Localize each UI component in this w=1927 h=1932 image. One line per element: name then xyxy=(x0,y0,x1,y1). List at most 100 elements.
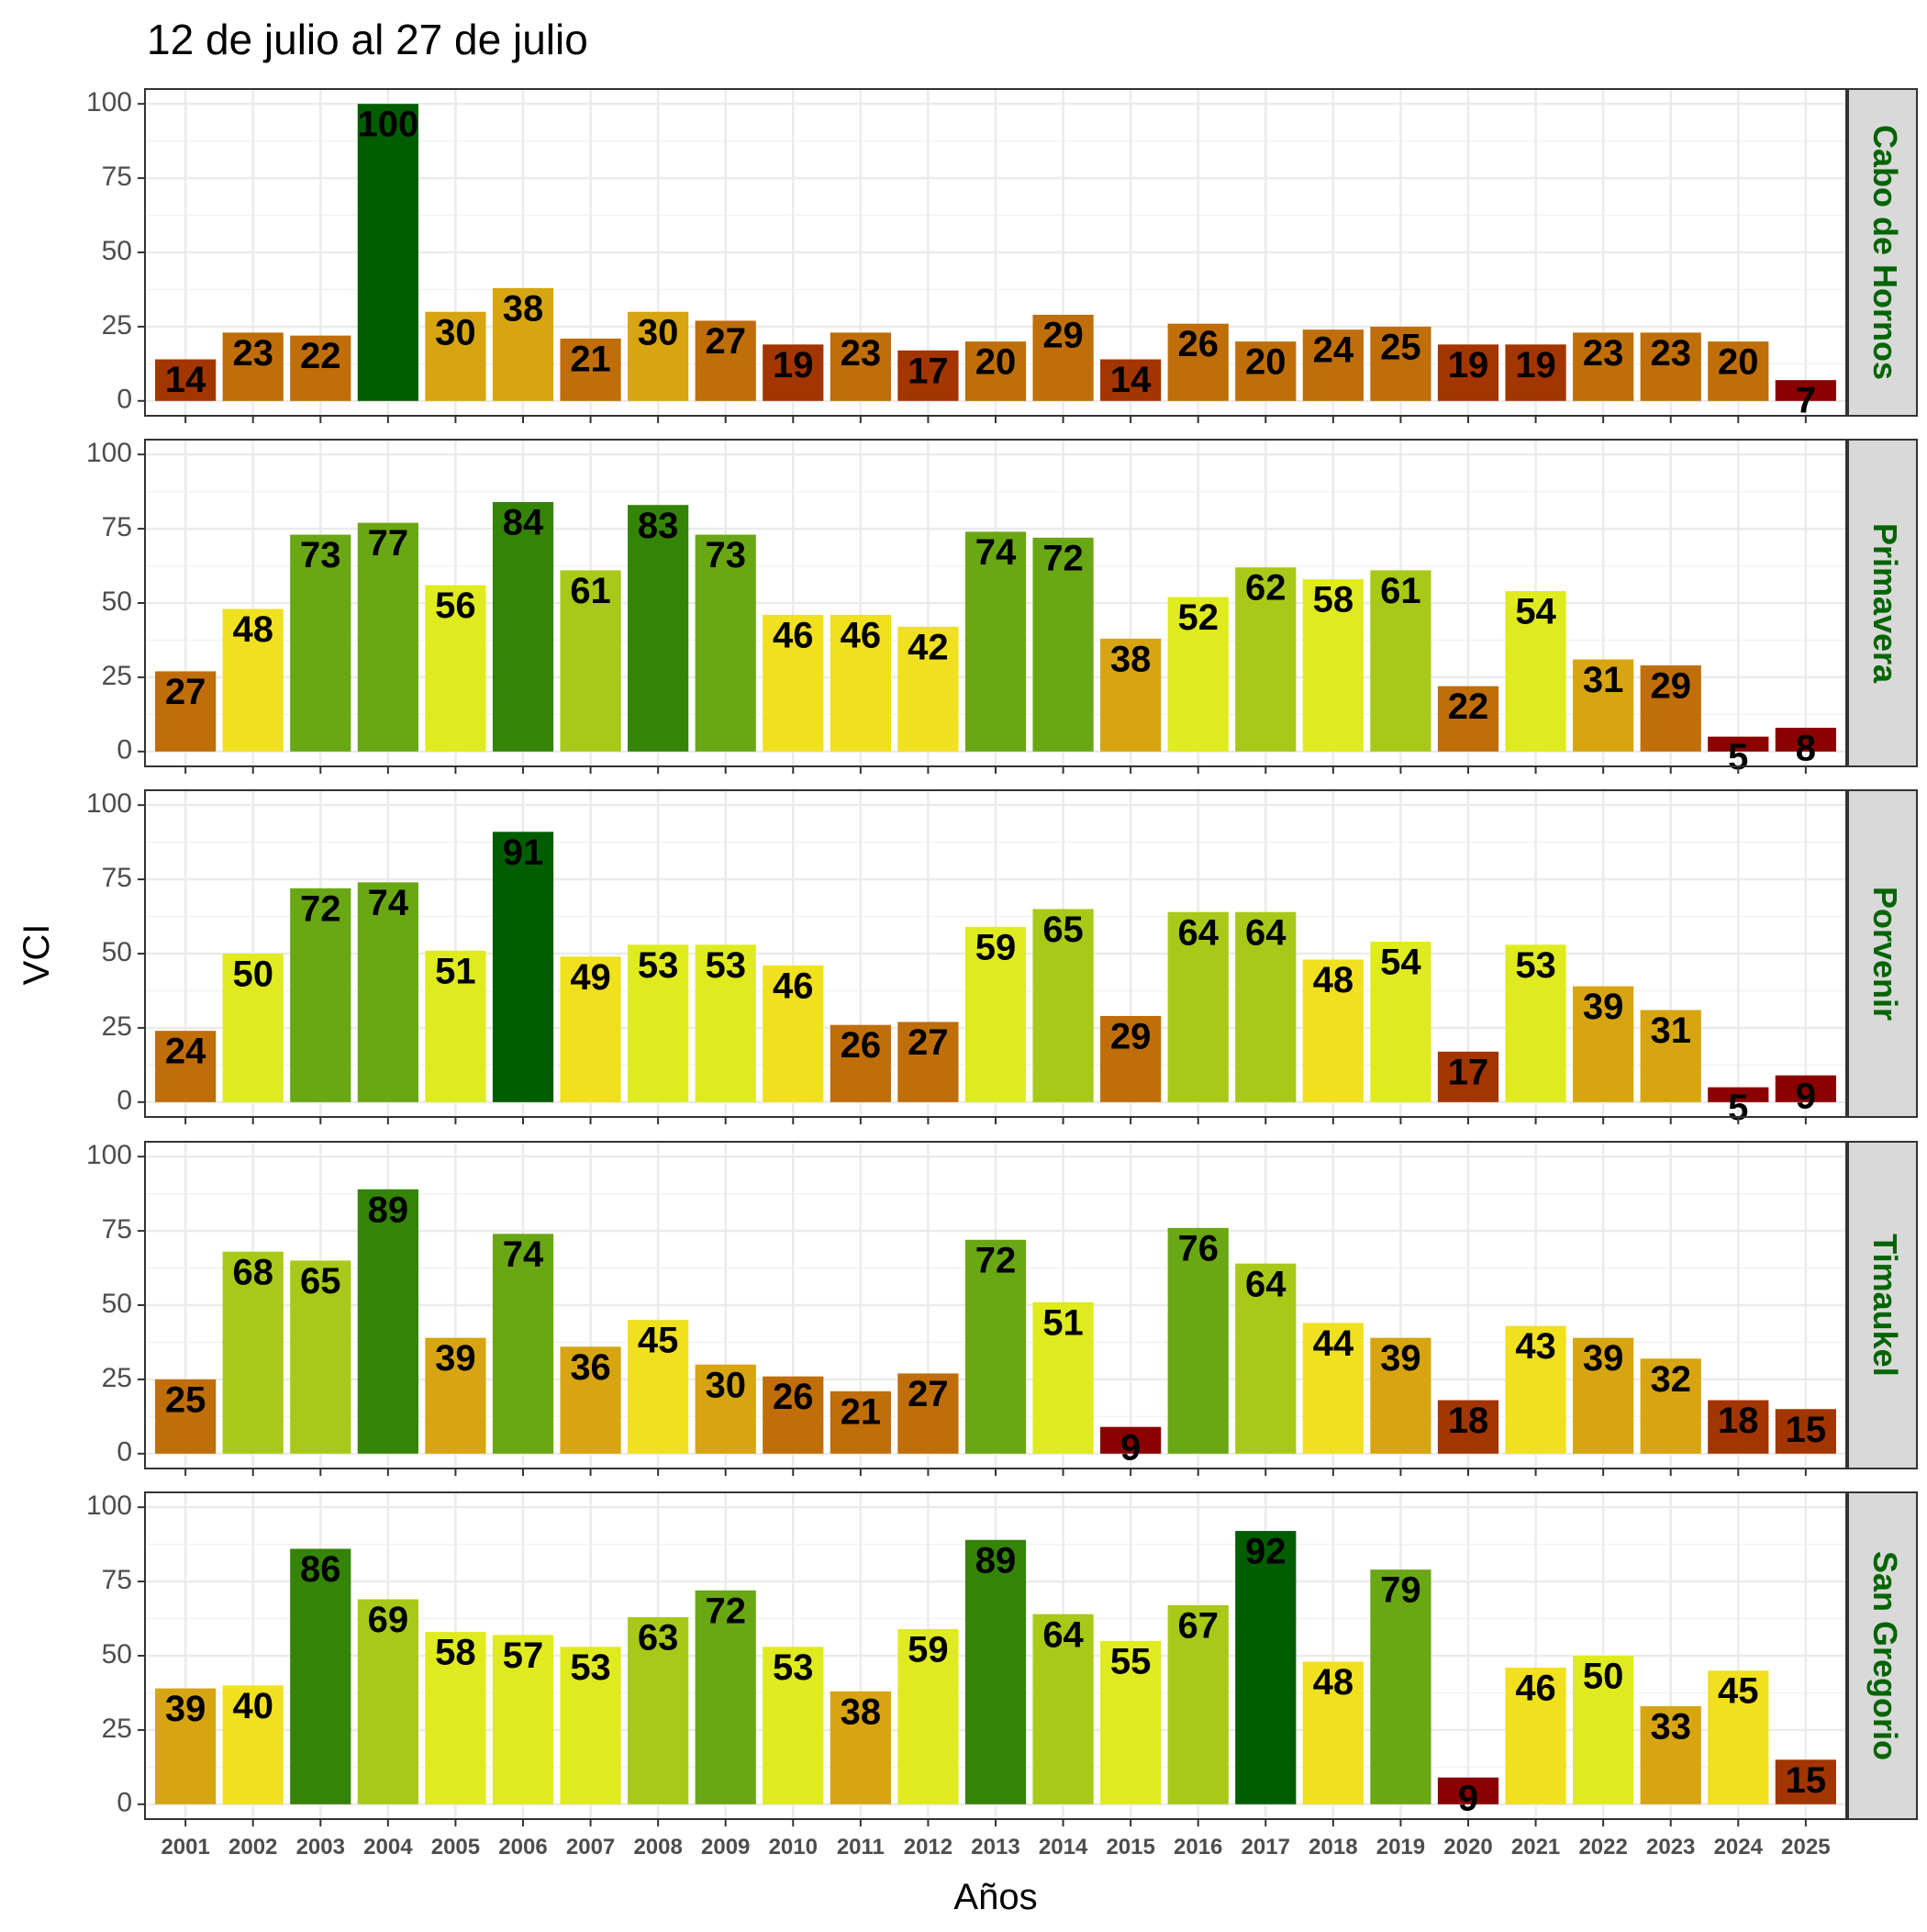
y-tick-label: 50 xyxy=(102,586,132,617)
bar-2014 xyxy=(1032,537,1094,752)
x-tick-label: 2008 xyxy=(633,1835,682,1859)
facet-strip xyxy=(1847,88,1918,417)
panel-cabo-de-hornos: 14 23 22 100 30 38 21 30 27 19 23 17 20 29 14 26 20 24 25 1… xyxy=(86,87,1918,423)
bar-2009 xyxy=(695,320,756,401)
bar-value-label: 29 xyxy=(1042,316,1084,356)
bar-2013 xyxy=(964,926,1027,1102)
facet-strip-label: San Gregorio xyxy=(1866,1551,1904,1760)
bar-2002 xyxy=(222,954,284,1102)
bar-value-label: 51 xyxy=(435,951,476,991)
bar-value-label: 30 xyxy=(705,1365,746,1405)
bar-2013 xyxy=(964,1239,1027,1454)
y-tick-label: 100 xyxy=(86,87,132,117)
bar-value-label: 54 xyxy=(1515,592,1556,632)
x-tick-label: 2002 xyxy=(228,1835,277,1859)
bar-value-label: 25 xyxy=(165,1379,206,1420)
panel-timaukel: 25 68 65 89 39 74 36 45 30 26 21 27 72 51 9 76 64 44 39 18 4… xyxy=(86,1140,1918,1476)
bar-value-label: 39 xyxy=(435,1338,476,1379)
y-tick-label: 75 xyxy=(102,162,132,192)
bar-2010 xyxy=(763,344,824,401)
bar-value-label: 30 xyxy=(435,312,476,352)
y-tick-label: 75 xyxy=(102,863,132,893)
bar-2024 xyxy=(1708,1087,1769,1102)
bar-value-label: 29 xyxy=(1650,666,1691,707)
y-tick-label: 50 xyxy=(102,236,132,266)
bar-value-label: 51 xyxy=(1042,1302,1084,1343)
bar-value-label: 18 xyxy=(1718,1401,1759,1441)
bar-value-label: 38 xyxy=(503,288,544,329)
bar-value-label: 74 xyxy=(368,883,409,923)
chart-title: 12 de julio al 27 de julio xyxy=(147,16,588,63)
bar-value-label: 8 xyxy=(1796,728,1816,768)
bar-2011 xyxy=(830,614,891,752)
bar-2005 xyxy=(425,1632,486,1804)
bar-value-label: 48 xyxy=(1313,960,1354,1000)
bar-value-label: 21 xyxy=(841,1391,882,1432)
bar-value-label: 20 xyxy=(975,342,1017,383)
bar-value-label: 39 xyxy=(165,1689,206,1729)
bar-value-label: 45 xyxy=(638,1321,679,1361)
bar-value-label: 58 xyxy=(435,1633,476,1673)
bar-value-label: 18 xyxy=(1448,1401,1489,1441)
facet-strip xyxy=(1847,439,1918,767)
x-tick-label: 2012 xyxy=(904,1835,952,1859)
bar-value-label: 24 xyxy=(1313,330,1354,371)
bar-value-label: 50 xyxy=(232,955,273,995)
bar-2007 xyxy=(560,338,621,401)
bar-value-label: 43 xyxy=(1515,1326,1556,1367)
bar-2017 xyxy=(1235,1263,1297,1454)
bar-value-label: 36 xyxy=(570,1347,611,1388)
bar-2014 xyxy=(1032,1301,1094,1454)
bar-2010 xyxy=(763,1376,824,1454)
bar-2015 xyxy=(1100,1640,1162,1804)
bar-2001 xyxy=(155,1031,217,1102)
bar-value-label: 38 xyxy=(1110,639,1152,679)
bar-2023 xyxy=(1640,1010,1701,1102)
bar-2022 xyxy=(1573,1337,1634,1454)
bar-2015 xyxy=(1100,1426,1162,1454)
bar-2020 xyxy=(1437,1400,1499,1454)
bar-value-label: 83 xyxy=(638,506,679,546)
bar-value-label: 27 xyxy=(908,1022,949,1063)
bar-2025 xyxy=(1775,1075,1836,1102)
bar-value-label: 46 xyxy=(841,616,882,656)
bar-2016 xyxy=(1167,1227,1229,1454)
y-tick-label: 0 xyxy=(117,385,132,415)
bar-value-label: 46 xyxy=(773,616,814,656)
bar-2003 xyxy=(290,1548,351,1804)
bar-2012 xyxy=(897,350,959,401)
bar-value-label: 22 xyxy=(1448,687,1489,727)
bar-value-label: 32 xyxy=(1650,1359,1691,1400)
bar-2019 xyxy=(1370,570,1431,752)
bar-value-label: 84 xyxy=(503,503,544,543)
bar-value-label: 15 xyxy=(1786,1760,1827,1801)
bar-value-label: 59 xyxy=(908,1629,949,1670)
bar-2001 xyxy=(155,1688,217,1804)
y-tick-label: 25 xyxy=(102,661,132,691)
bar-value-label: 48 xyxy=(232,609,273,650)
y-tick-label: 100 xyxy=(86,438,132,468)
y-tick-label: 0 xyxy=(117,1086,132,1116)
bar-2021 xyxy=(1505,591,1566,752)
bar-value-label: 79 xyxy=(1380,1570,1421,1611)
bar-value-label: 9 xyxy=(1796,1076,1816,1116)
bar-value-label: 91 xyxy=(503,832,544,873)
y-tick-label: 0 xyxy=(117,735,132,765)
bar-2018 xyxy=(1302,1323,1364,1454)
bar-2005 xyxy=(425,311,486,401)
facet-strip-label: Timaukel xyxy=(1866,1234,1904,1376)
bar-2010 xyxy=(763,1647,824,1804)
bar-value-label: 39 xyxy=(1583,1338,1624,1379)
bar-2020 xyxy=(1437,344,1499,401)
bar-2006 xyxy=(492,1635,554,1804)
bar-2003 xyxy=(290,1260,351,1454)
bar-2020 xyxy=(1437,1051,1499,1102)
bar-2017 xyxy=(1235,911,1297,1102)
bar-value-label: 19 xyxy=(773,345,814,385)
panel-san-gregorio: 39 40 86 69 58 57 53 63 72 53 38 59 89 64 55 67 92 48 79 9 4… xyxy=(86,1491,1918,1859)
bar-2012 xyxy=(897,1022,959,1102)
bar-value-label: 61 xyxy=(1380,571,1421,611)
bar-2002 xyxy=(222,609,284,752)
bar-value-label: 69 xyxy=(368,1600,409,1640)
